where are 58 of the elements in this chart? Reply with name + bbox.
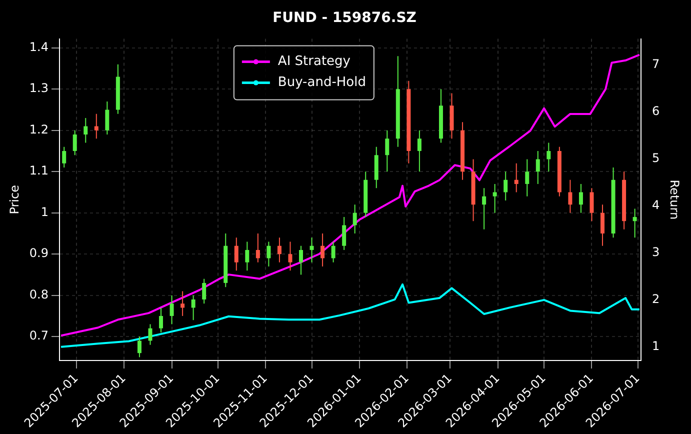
- candlestick: [148, 324, 152, 346]
- candlestick: [191, 294, 196, 321]
- candlestick: [105, 100, 110, 135]
- candlestick: [256, 232, 260, 263]
- candlestick: [352, 204, 357, 234]
- candlestick: [299, 245, 303, 276]
- y-axis-title: Price: [7, 185, 22, 214]
- y-tick-label: 1.3: [29, 81, 48, 96]
- candlestick: [578, 183, 583, 214]
- candlestick: [202, 278, 206, 304]
- candlestick: [245, 241, 250, 272]
- candlestick: [180, 290, 185, 316]
- candlestick: [320, 232, 325, 267]
- candlestick: [94, 113, 98, 140]
- candlestick: [342, 216, 346, 250]
- legend-label: Buy-and-Hold: [278, 75, 366, 90]
- candlestick: [234, 237, 238, 272]
- candlestick: [310, 237, 314, 263]
- legend-label: AI Strategy: [278, 54, 351, 70]
- y2-tick-label: 1: [652, 339, 660, 354]
- candlestick: [536, 150, 540, 184]
- chart-title: FUND - 159876.SZ: [272, 10, 416, 26]
- candlestick: [84, 117, 88, 144]
- y2-tick-label: 5: [652, 151, 660, 166]
- y2-tick-label: 7: [652, 57, 660, 72]
- candlestick: [492, 183, 497, 214]
- candlestick: [525, 158, 530, 197]
- candlestick: [504, 171, 508, 201]
- candlestick: [600, 204, 605, 246]
- candlestick: [590, 188, 594, 222]
- candlestick: [546, 142, 551, 172]
- candlestick: [482, 188, 486, 230]
- y2-tick-label: 6: [652, 104, 660, 118]
- candlestick: [331, 241, 336, 263]
- candlestick: [159, 307, 164, 333]
- y2-tick-label: 2: [652, 292, 660, 306]
- candlestick: [62, 146, 66, 168]
- candlestick: [277, 237, 282, 263]
- y-tick-label: 1.2: [29, 122, 48, 136]
- y-tick-label: 0.9: [29, 246, 48, 260]
- candlestick: [385, 130, 390, 172]
- candlestick: [170, 294, 174, 325]
- y-tick-label: 0.8: [29, 287, 48, 302]
- candlestick: [137, 336, 142, 358]
- candlestick: [266, 241, 271, 267]
- candlestick: [632, 208, 637, 238]
- candlestick: [514, 162, 518, 193]
- y2-tick-label: 3: [652, 245, 660, 260]
- y-tick-label: 1.4: [29, 40, 48, 54]
- y-tick-label: 0.7: [29, 328, 48, 343]
- y-tick-label: 1: [40, 204, 48, 219]
- candlestick: [72, 130, 77, 156]
- candlestick: [288, 241, 292, 272]
- candlestick: [417, 130, 422, 172]
- y-tick-label: 1.1: [29, 164, 48, 178]
- candlestick: [568, 179, 572, 214]
- y2-tick-label: 4: [652, 198, 660, 212]
- y2-axis-title: Return: [668, 180, 682, 220]
